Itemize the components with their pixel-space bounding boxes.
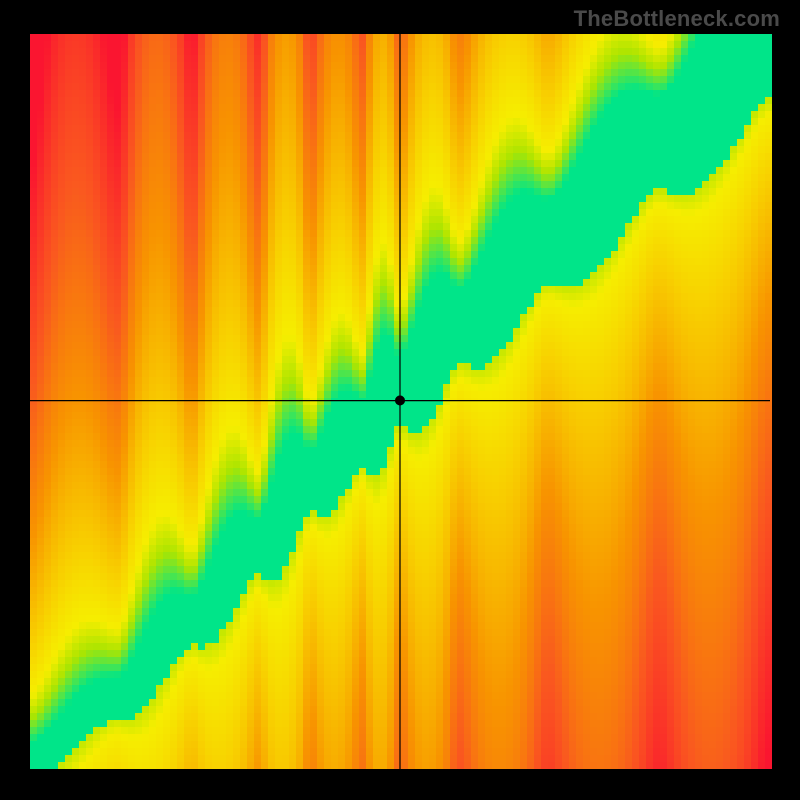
watermark-text: TheBottleneck.com <box>574 6 780 32</box>
bottleneck-heatmap <box>0 0 800 800</box>
chart-container: TheBottleneck.com <box>0 0 800 800</box>
